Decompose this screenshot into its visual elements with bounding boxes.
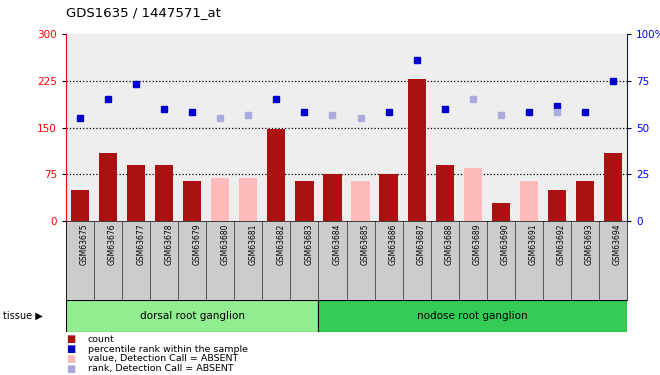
Bar [127, 165, 145, 221]
Bar [576, 181, 594, 221]
Text: GSM63678: GSM63678 [164, 224, 173, 265]
Bar [351, 181, 370, 221]
Text: nodose root ganglion: nodose root ganglion [417, 311, 528, 321]
Text: GSM63682: GSM63682 [277, 224, 285, 265]
Text: GSM63685: GSM63685 [360, 224, 370, 265]
Text: GSM63688: GSM63688 [445, 224, 453, 265]
Text: GSM63680: GSM63680 [220, 224, 229, 265]
Text: GSM63693: GSM63693 [585, 224, 594, 265]
Text: GSM63689: GSM63689 [473, 224, 482, 265]
Text: GSM63694: GSM63694 [613, 224, 622, 265]
Text: GSM63691: GSM63691 [529, 224, 538, 265]
Text: tissue ▶: tissue ▶ [3, 311, 43, 321]
Bar [407, 79, 426, 221]
Text: ■: ■ [66, 334, 75, 344]
Bar [323, 174, 342, 221]
Text: ■: ■ [66, 364, 75, 374]
Text: GSM63690: GSM63690 [501, 224, 510, 265]
Bar [99, 153, 117, 221]
Bar [183, 181, 201, 221]
Text: GDS1635 / 1447571_at: GDS1635 / 1447571_at [66, 6, 221, 19]
Text: value, Detection Call = ABSENT: value, Detection Call = ABSENT [88, 354, 238, 363]
Bar [463, 168, 482, 221]
Bar [66, 300, 319, 332]
Text: ■: ■ [66, 354, 75, 364]
Text: ■: ■ [66, 344, 75, 354]
Bar [211, 177, 230, 221]
Text: dorsal root ganglion: dorsal root ganglion [140, 311, 245, 321]
Text: GSM63683: GSM63683 [304, 224, 313, 265]
Text: GSM63675: GSM63675 [80, 224, 89, 265]
Text: GSM63692: GSM63692 [557, 224, 566, 265]
Bar [71, 190, 89, 221]
Text: GSM63687: GSM63687 [416, 224, 426, 265]
Bar [604, 153, 622, 221]
Bar [319, 300, 627, 332]
Bar [436, 165, 454, 221]
Bar [492, 202, 510, 221]
Bar [519, 181, 538, 221]
Text: count: count [88, 335, 115, 344]
Text: GSM63677: GSM63677 [136, 224, 145, 265]
Text: GSM63684: GSM63684 [333, 224, 341, 265]
Bar [239, 177, 257, 221]
Text: GSM63676: GSM63676 [108, 224, 117, 265]
Bar [379, 174, 398, 221]
Text: GSM63681: GSM63681 [248, 224, 257, 265]
Bar [155, 165, 174, 221]
Text: rank, Detection Call = ABSENT: rank, Detection Call = ABSENT [88, 364, 234, 373]
Text: percentile rank within the sample: percentile rank within the sample [88, 345, 248, 354]
Text: GSM63686: GSM63686 [389, 224, 397, 265]
Bar [548, 190, 566, 221]
Bar [267, 129, 286, 221]
Bar [295, 181, 313, 221]
Text: GSM63679: GSM63679 [192, 224, 201, 265]
